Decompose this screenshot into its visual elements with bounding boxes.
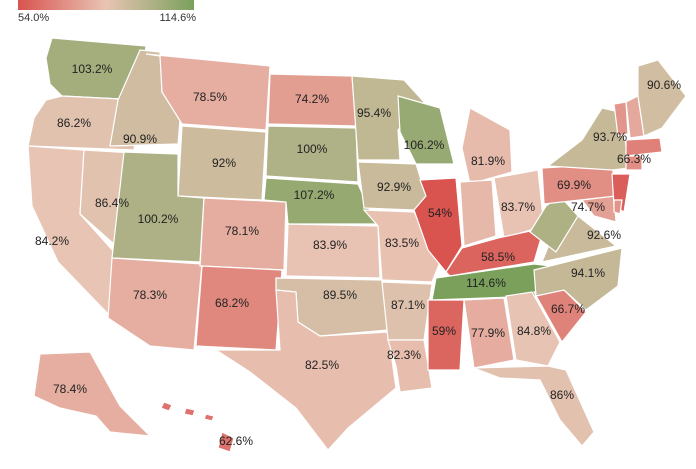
state-label-nc: 94.1%: [571, 266, 605, 280]
state-ak: [33, 351, 152, 437]
state-label-tn: 114.6%: [466, 276, 506, 290]
legend-gradient-bar: [18, 0, 194, 10]
state-az: [107, 257, 203, 351]
state-label-nd: 74.2%: [295, 92, 329, 106]
state-label-ms: 59%: [432, 324, 456, 338]
state-wv: [529, 195, 579, 253]
state-label-sc: 66.7%: [551, 302, 585, 316]
state-ms: [427, 299, 465, 371]
state-label-ut: 100.2%: [138, 212, 179, 226]
state-label-hi: 62.6%: [219, 434, 253, 448]
state-mt: [145, 53, 271, 131]
state-il: [413, 177, 463, 274]
state-label-id: 90.9%: [123, 132, 157, 146]
state-label-nv: 86.4%: [95, 196, 129, 210]
state-ma: [625, 137, 663, 157]
state-wi: [397, 95, 455, 165]
state-label-nm: 68.2%: [215, 296, 249, 310]
state-label-md: 74.7%: [571, 200, 605, 214]
state-label-la: 82.3%: [387, 348, 421, 362]
state-vt: [613, 101, 629, 137]
state-label-wi: 106.2%: [404, 138, 445, 152]
state-label-ar: 87.1%: [391, 298, 425, 312]
state-label-mn: 95.4%: [357, 106, 391, 120]
state-label-me: 90.6%: [647, 78, 681, 92]
state-co: [199, 197, 287, 271]
state-label-mt: 78.5%: [193, 90, 227, 104]
state-label-tx: 82.5%: [305, 358, 339, 372]
state-label-ks: 83.9%: [313, 238, 347, 252]
state-fl: [473, 365, 595, 447]
state-label-mi: 81.9%: [471, 154, 505, 168]
state-label-ne: 107.2%: [294, 188, 335, 202]
state-label-va: 92.6%: [587, 228, 621, 242]
legend-max-label: 114.6%: [159, 12, 197, 24]
state-label-mo: 83.5%: [385, 236, 419, 250]
state-label-ga: 84.8%: [517, 324, 551, 338]
state-tx: [213, 289, 397, 451]
state-al: [463, 297, 515, 369]
state-mn: [351, 75, 425, 161]
state-hi: [160, 401, 235, 453]
state-label-ky: 58.5%: [481, 250, 515, 264]
state-label-az: 78.3%: [133, 288, 167, 302]
state-label-fl: 86%: [550, 388, 574, 402]
state-label-wa: 103.2%: [72, 62, 113, 76]
state-me: [637, 59, 687, 137]
state-mi: [461, 107, 513, 185]
state-label-al: 77.9%: [471, 326, 505, 340]
state-label-or: 86.2%: [57, 116, 91, 130]
state-wy: [177, 125, 267, 201]
state-label-ma: 66.3%: [617, 152, 651, 166]
legend-min-label: 54.0%: [18, 12, 50, 24]
state-la: [387, 339, 433, 393]
state-sd: [265, 125, 359, 183]
state-label-ny: 93.7%: [593, 130, 627, 144]
state-nc: [533, 247, 623, 311]
color-legend: 54.0% 114.6%: [18, 0, 196, 28]
state-ga: [505, 291, 561, 367]
state-label-ca: 84.2%: [35, 234, 69, 248]
state-label-oh: 83.7%: [501, 200, 535, 214]
state-label-ak: 78.4%: [53, 382, 87, 396]
state-in: [459, 179, 497, 247]
state-de: [613, 199, 623, 215]
state-label-ok: 89.5%: [323, 288, 357, 302]
state-label-wy: 92%: [212, 156, 236, 170]
state-label-co: 78.1%: [225, 224, 259, 238]
state-label-il: 54%: [428, 206, 452, 220]
state-ct: [625, 155, 643, 171]
state-label-pa: 69.9%: [557, 178, 591, 192]
state-ks: [285, 223, 381, 279]
state-label-ia: 92.9%: [377, 180, 411, 194]
state-label-sd: 100%: [297, 142, 328, 156]
